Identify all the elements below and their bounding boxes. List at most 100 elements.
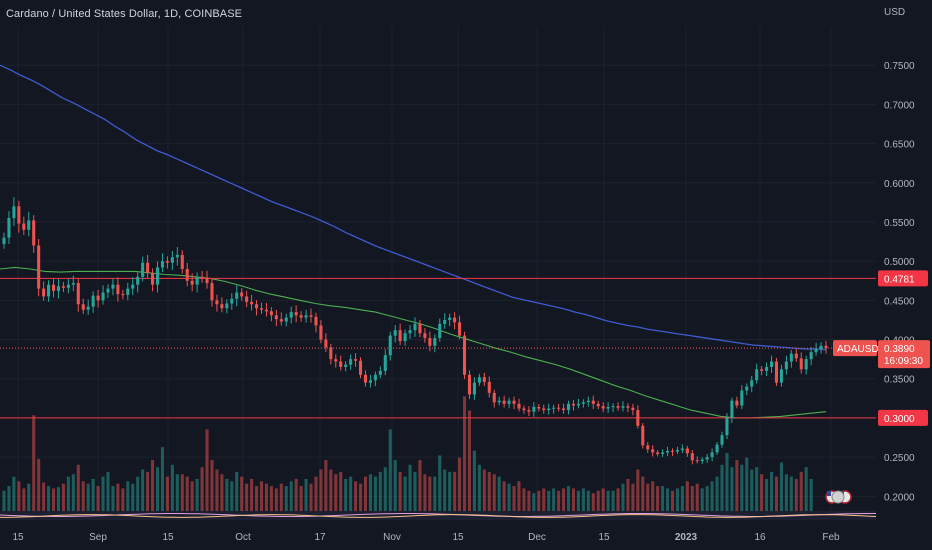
candle-body <box>507 400 511 404</box>
volume-bar <box>106 471 110 512</box>
date-tick-label: 15 <box>12 532 24 543</box>
volume-bar <box>393 460 397 512</box>
candle-body <box>205 278 209 284</box>
volume-bar <box>537 490 541 512</box>
chart-title: Cardano / United States Dollar, 1D, COIN… <box>6 8 243 20</box>
candle-body <box>626 406 630 408</box>
price-tick-label: 0.2500 <box>884 453 915 464</box>
volume-bar <box>195 478 199 512</box>
volume-bar <box>240 476 244 512</box>
candle-body <box>745 386 749 391</box>
volume-bar <box>804 467 808 512</box>
candle-body <box>245 296 249 302</box>
candle-body <box>814 348 818 353</box>
candle-body <box>215 300 219 305</box>
volume-bar <box>304 478 308 512</box>
volume-bar <box>443 469 447 512</box>
candle-body <box>794 353 798 359</box>
candle-body <box>314 316 318 326</box>
candle-body <box>12 206 16 219</box>
volume-bar <box>482 469 486 512</box>
volume-bar <box>185 476 189 512</box>
time-axis[interactable]: 15 Sep 15 Oct 17 Nov 15 Dec 15 2023 16 Feb <box>12 532 840 543</box>
volume-bar <box>413 471 417 512</box>
volume-bar <box>462 396 467 512</box>
volume-bar <box>289 481 293 512</box>
indicator-line-b <box>0 514 877 518</box>
volume-bar <box>576 490 580 512</box>
volume-bar <box>344 478 348 512</box>
candle-body <box>557 407 561 409</box>
volume-bar <box>255 486 259 512</box>
candle-body <box>195 276 199 285</box>
volume-bar <box>666 488 670 512</box>
candle-body <box>304 315 308 318</box>
volume-bar <box>66 476 70 512</box>
volume-bar <box>403 476 407 512</box>
date-tick-label: Feb <box>822 532 840 543</box>
candle-body <box>631 407 635 411</box>
candle-body <box>96 295 100 301</box>
candle-body <box>7 218 11 238</box>
horizontal-lines[interactable] <box>0 277 876 419</box>
candle-body <box>329 347 333 360</box>
volume-bar <box>502 481 506 512</box>
candle-body <box>398 330 402 342</box>
price-tick-label: 0.6000 <box>884 179 915 190</box>
candle-body <box>611 406 615 408</box>
countdown-label: 16:09:30 <box>884 356 923 367</box>
candle-body <box>378 370 382 375</box>
volume-bar <box>606 490 610 512</box>
date-tick-label: 16 <box>754 532 766 543</box>
candle-body <box>42 288 46 297</box>
grid <box>0 26 876 520</box>
candle-body <box>735 400 739 406</box>
volume-bar <box>438 455 442 512</box>
volume-bar <box>7 486 11 512</box>
volume-bar <box>641 476 645 512</box>
candle-body <box>141 262 145 277</box>
candle-body <box>774 361 779 383</box>
volume-bar <box>378 471 382 512</box>
candle-body <box>685 448 689 454</box>
candle-body <box>730 400 734 418</box>
volume-bar <box>715 476 719 512</box>
candle-body <box>601 406 605 409</box>
candle-body <box>413 323 417 331</box>
date-tick-label: Sep <box>89 532 107 543</box>
candle-body <box>131 284 135 289</box>
volume-bar <box>428 476 432 512</box>
candle-body <box>190 280 194 285</box>
volume-bar <box>522 488 526 512</box>
volume-bar <box>56 487 61 512</box>
candle-body <box>596 403 600 407</box>
volume-bar <box>423 474 427 512</box>
event-icon[interactable] <box>831 490 845 504</box>
volume-bar <box>165 476 169 512</box>
volume-bar <box>408 464 412 512</box>
candle-body <box>443 319 447 324</box>
volume-bar <box>760 474 764 512</box>
price-axis[interactable]: USD 0.7500 0.7000 0.6500 0.6000 0.5500 0.5000 0… <box>884 7 915 503</box>
date-tick-label: 15 <box>452 532 464 543</box>
volume-bar <box>566 486 571 512</box>
candle-body <box>641 425 645 446</box>
candle-body <box>47 284 51 297</box>
indicator-pane[interactable] <box>0 511 877 520</box>
volume-bar <box>710 481 714 512</box>
candle-body <box>230 298 234 304</box>
candle-body <box>720 435 724 445</box>
candle-body <box>542 408 546 411</box>
event-flags[interactable] <box>825 490 852 504</box>
candle-body <box>101 292 105 301</box>
volume-bar <box>477 464 481 512</box>
volume-bar <box>611 490 615 512</box>
candle-body <box>423 333 427 338</box>
volume-bar <box>235 471 239 512</box>
candle-body <box>710 452 714 458</box>
volume-bar <box>27 483 31 512</box>
volume-bar <box>388 429 392 512</box>
price-level-tag <box>878 409 928 426</box>
